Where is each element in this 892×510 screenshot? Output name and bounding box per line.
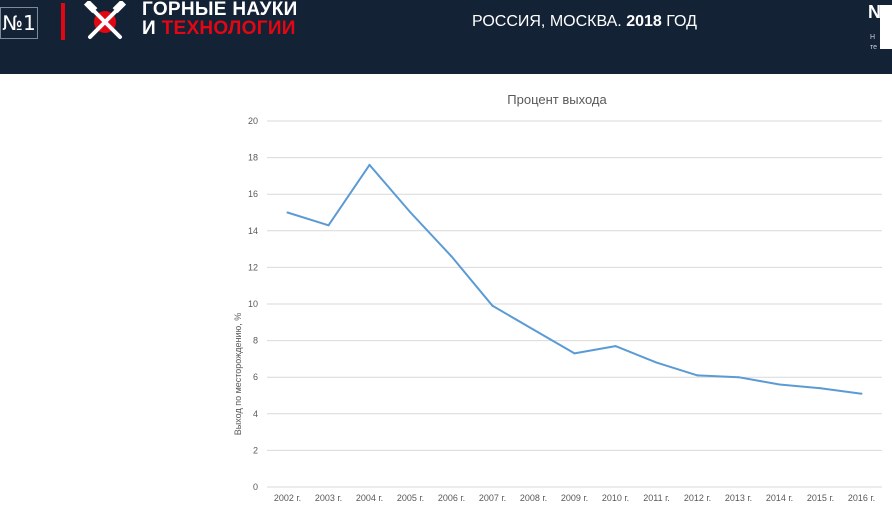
data-point: [696, 374, 699, 377]
data-point: [778, 383, 781, 386]
logo-line-2-prefix: И: [142, 18, 156, 39]
data-point: [737, 376, 740, 379]
issue-badge: №1: [0, 7, 38, 39]
x-tick-label: 2002 г.: [274, 493, 301, 503]
data-point: [614, 345, 617, 348]
logo-line-1: ГОРНЫЕ НАУКИ: [142, 0, 298, 20]
chart-title: Процент выхода: [507, 92, 607, 107]
y-tick-label: 0: [253, 482, 258, 492]
x-tick-label: 2006 г.: [438, 493, 465, 503]
x-tick-label: 2014 г.: [766, 493, 793, 503]
x-tick-label: 2013 г.: [725, 493, 752, 503]
x-tick-label: 2015 г.: [807, 493, 834, 503]
y-axis-label: Выход по месторождению, %: [233, 313, 243, 435]
x-tick-label: 2012 г.: [684, 493, 711, 503]
x-tick-label: 2004 г.: [356, 493, 383, 503]
cut-off-text-2: те: [870, 44, 878, 51]
x-tick-label: 2005 г.: [397, 493, 424, 503]
page-header: №1 ГОРНЫЕ НАУКИ И ТЕХНОЛОГИИ РОССИЯ, МОС…: [0, 0, 892, 74]
location-year: 2018: [626, 13, 662, 30]
cut-off-logo-letter: N: [868, 2, 881, 22]
x-tick-label: 2008 г.: [520, 493, 547, 503]
x-tick-label: 2003 г.: [315, 493, 342, 503]
location-suffix: ГОД: [666, 13, 697, 30]
data-point: [450, 255, 453, 258]
data-point: [532, 328, 535, 331]
x-tick-label: 2007 г.: [479, 493, 506, 503]
data-point: [327, 224, 330, 227]
data-point: [573, 352, 576, 355]
x-tick-label: 2009 г.: [561, 493, 588, 503]
x-tick-label: 2011 г.: [643, 493, 670, 503]
data-point: [860, 392, 863, 395]
cut-off-white-block: [880, 5, 892, 49]
data-point: [286, 211, 289, 214]
data-point: [655, 361, 658, 364]
data-point: [409, 211, 412, 214]
y-tick-label: 14: [248, 226, 258, 236]
y-tick-label: 8: [253, 336, 258, 346]
y-tick-label: 2: [253, 445, 258, 455]
cut-off-text-1: Н: [870, 34, 876, 41]
logo-line-2: И ТЕХНОЛОГИИ: [142, 18, 296, 40]
y-tick-label: 4: [253, 409, 258, 419]
x-tick-label: 2010 г.: [602, 493, 629, 503]
logo-line-2-accent: ТЕХНОЛОГИИ: [161, 18, 296, 39]
data-point: [368, 163, 371, 166]
event-location: РОССИЯ, МОСКВА. 2018 ГОД: [472, 13, 697, 31]
y-tick-label: 10: [248, 299, 258, 309]
data-point: [491, 304, 494, 307]
y-tick-label: 18: [248, 153, 258, 163]
yield-line-chart: Процент выхода Выход по месторождению, %…: [233, 92, 882, 503]
y-tick-label: 12: [248, 262, 258, 272]
y-tick-label: 16: [248, 189, 258, 199]
location-text: РОССИЯ, МОСКВА.: [472, 13, 622, 30]
series-line: [287, 163, 862, 395]
data-point: [819, 387, 822, 390]
y-tick-label: 20: [248, 116, 258, 126]
y-tick-label: 6: [253, 372, 258, 382]
crossed-hammers-icon: [83, 1, 127, 39]
x-tick-label: 2016 г.: [848, 493, 875, 503]
red-divider: [61, 3, 65, 40]
